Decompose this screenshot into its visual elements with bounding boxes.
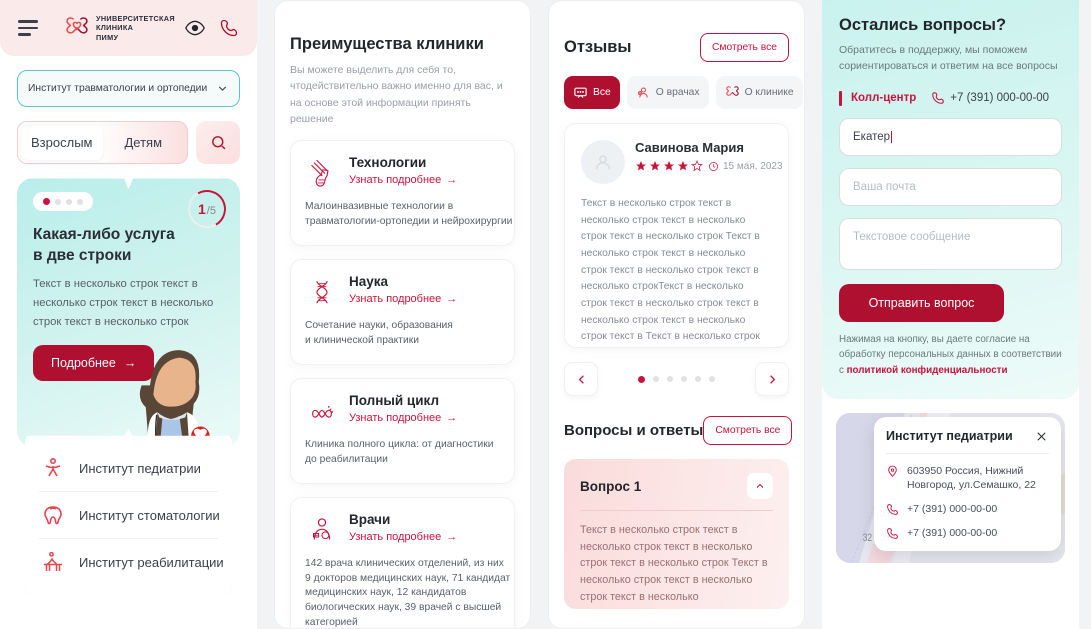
svg-text:32: 32 — [863, 532, 872, 544]
